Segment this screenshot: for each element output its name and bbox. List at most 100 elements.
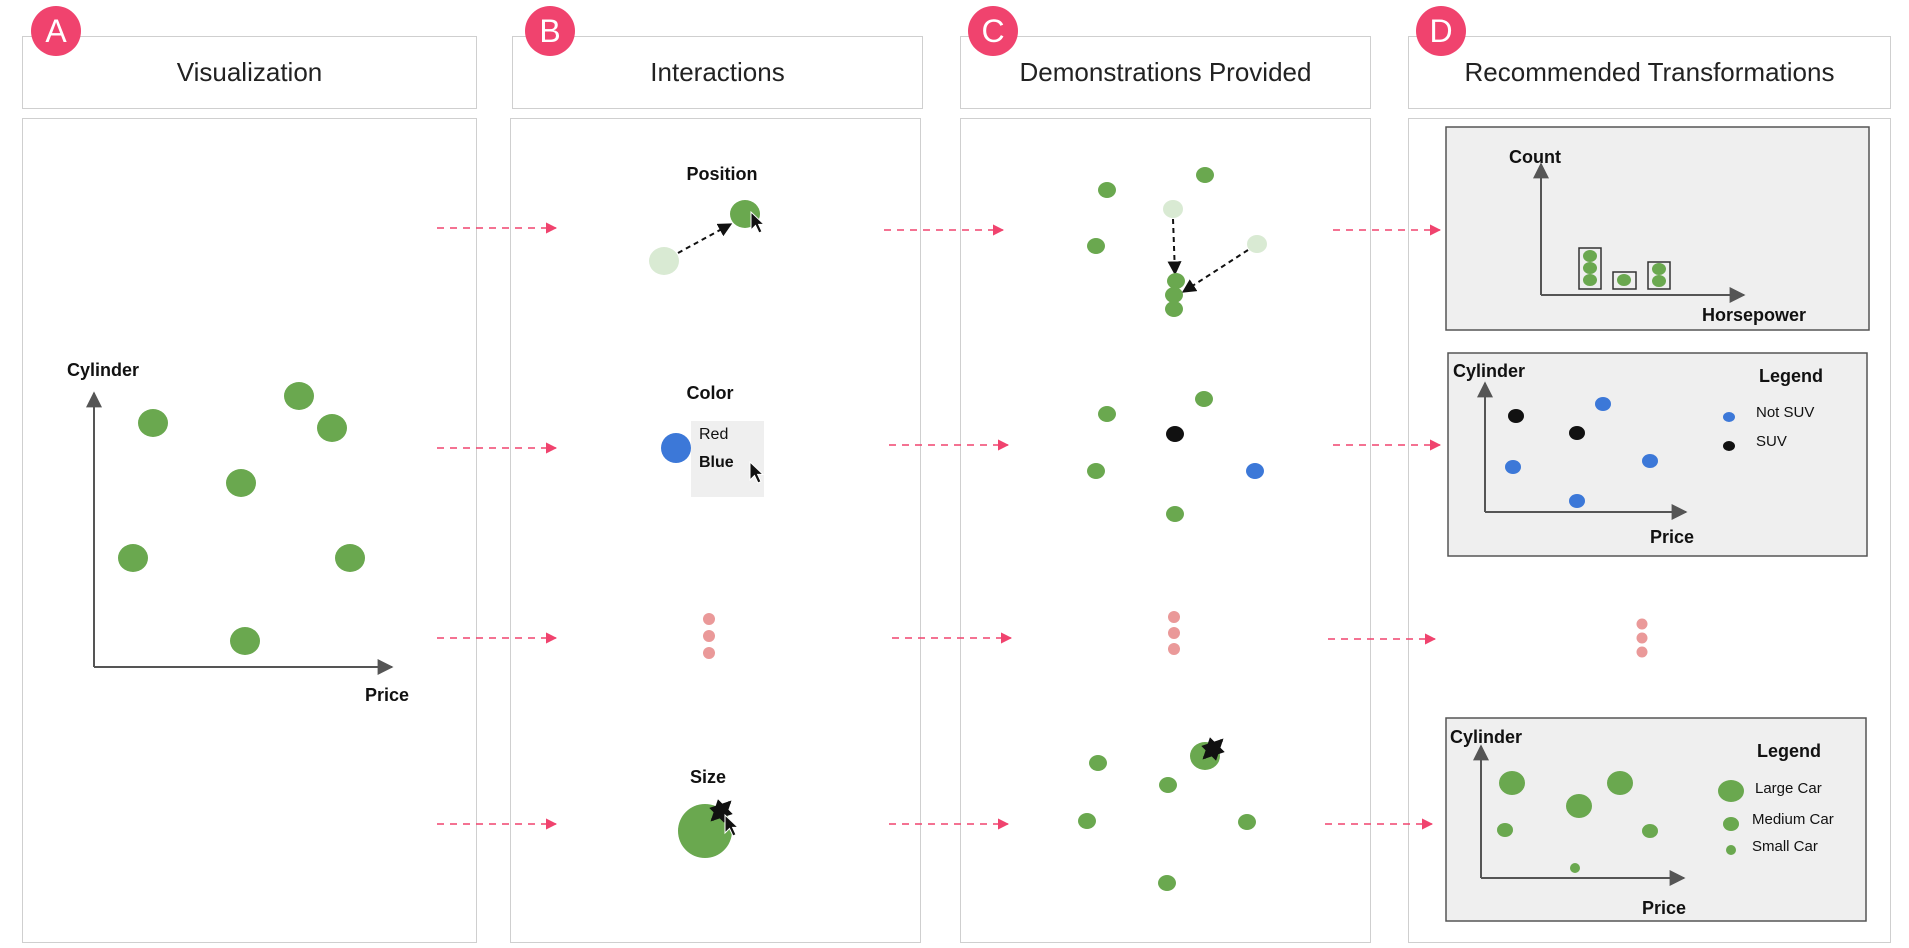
badge-b: B [525, 6, 575, 56]
stacked-point [1165, 287, 1183, 303]
data-point [1089, 755, 1107, 771]
data-point [1583, 250, 1597, 262]
recolored-point [1246, 463, 1264, 479]
data-point [1569, 426, 1585, 440]
histogram-bin [1578, 247, 1602, 290]
data-point [1087, 238, 1105, 254]
legend-marker [1723, 412, 1735, 422]
recolored-point [1166, 426, 1184, 442]
data-point [226, 469, 256, 497]
y-axis-label: Cylinder [67, 360, 139, 380]
data-point [1642, 454, 1658, 468]
legend-item: Medium Car [1752, 811, 1834, 828]
data-point [1652, 263, 1666, 275]
x-axis-label: Price [365, 685, 409, 705]
y-axis-label: Count [1509, 147, 1561, 167]
data-point [1607, 771, 1633, 795]
legend-item: Large Car [1755, 780, 1822, 797]
ellipsis-dot [703, 647, 715, 659]
resized-point [678, 804, 732, 858]
data-point [1505, 460, 1521, 474]
data-point [1159, 777, 1177, 793]
recommendation-size-scatter: Cylinder Price Legend Large Car Medium C… [1445, 717, 1867, 922]
histogram-bin [1612, 271, 1637, 290]
data-point [1238, 814, 1256, 830]
column-header-interactions: Interactions [512, 36, 923, 109]
data-point [1499, 771, 1525, 795]
chart-frame [1445, 717, 1867, 922]
drag-arrow [677, 223, 733, 254]
drag-arrow [1167, 218, 1182, 276]
color-option-blue[interactable]: Blue [699, 454, 734, 471]
legend-marker [1723, 441, 1735, 451]
data-point [1166, 506, 1184, 522]
demo-position [1087, 167, 1267, 317]
demonstrations-panel [960, 118, 1371, 943]
color-label: Color [687, 383, 734, 403]
data-point [335, 544, 365, 572]
data-point [1569, 494, 1585, 508]
x-axis-label: Horsepower [1702, 305, 1806, 325]
data-point [317, 414, 347, 442]
data-point [1196, 167, 1214, 183]
data-point [1566, 794, 1592, 818]
stacked-point [1165, 301, 1183, 317]
data-point [1652, 275, 1666, 287]
ellipsis-dot [1636, 632, 1648, 644]
data-point [1642, 824, 1658, 838]
data-point [1098, 182, 1116, 198]
color-option-red[interactable]: Red [699, 426, 728, 443]
column-header-visualization: Visualization [22, 36, 477, 109]
legend-item: SUV [1756, 433, 1787, 450]
data-point [1158, 875, 1176, 891]
y-axis-label: Cylinder [1453, 361, 1525, 381]
data-point [1617, 274, 1631, 286]
data-point [1595, 397, 1611, 411]
column-title: Visualization [176, 57, 323, 87]
color-menu[interactable] [691, 421, 764, 497]
visualization-panel [22, 118, 477, 943]
ellipsis-dot [1168, 611, 1180, 623]
chart-frame [1447, 352, 1868, 557]
stacked-point [1167, 273, 1185, 289]
ellipsis-dot [1636, 618, 1648, 630]
visualization-scatter: Cylinder Price [67, 360, 409, 705]
interaction-color: Color Red Blue [661, 383, 764, 497]
data-point [230, 627, 260, 655]
chart-frame [1445, 126, 1870, 331]
origin-point [1163, 200, 1183, 218]
legend-marker [1718, 780, 1744, 802]
ellipsis-dot [703, 630, 715, 642]
interaction-position: Position [649, 164, 765, 275]
ellipsis-d [1636, 618, 1648, 658]
column-title: Recommended Transformations [1464, 57, 1835, 87]
origin-point [1247, 235, 1267, 253]
ellipsis-dot [1168, 627, 1180, 639]
flow-arrows [437, 222, 1442, 830]
histogram-bin [1647, 261, 1671, 290]
legend-item: Small Car [1752, 838, 1818, 855]
data-point [1583, 262, 1597, 274]
data-point [138, 409, 168, 437]
data-point [1583, 274, 1597, 286]
column-title: Demonstrations Provided [1019, 57, 1312, 87]
x-axis-label: Price [1642, 898, 1686, 918]
data-point [1087, 463, 1105, 479]
size-label: Size [690, 767, 726, 787]
ellipsis-c [1168, 611, 1180, 655]
legend-marker [1726, 845, 1736, 855]
data-point [1497, 823, 1513, 837]
ellipsis-dot [1636, 646, 1648, 658]
demo-size [1078, 740, 1256, 891]
badge-a: A [31, 6, 81, 56]
legend-item: Not SUV [1756, 404, 1814, 421]
ellipsis-dot [1168, 643, 1180, 655]
badge-d: D [1416, 6, 1466, 56]
recommendation-histogram: Count Horsepower [1445, 126, 1870, 331]
drag-arrow [1181, 249, 1249, 293]
colored-point [661, 433, 691, 463]
data-point [284, 382, 314, 410]
y-axis-label: Cylinder [1450, 727, 1522, 747]
ellipsis-dot [703, 613, 715, 625]
data-point [1570, 863, 1580, 873]
